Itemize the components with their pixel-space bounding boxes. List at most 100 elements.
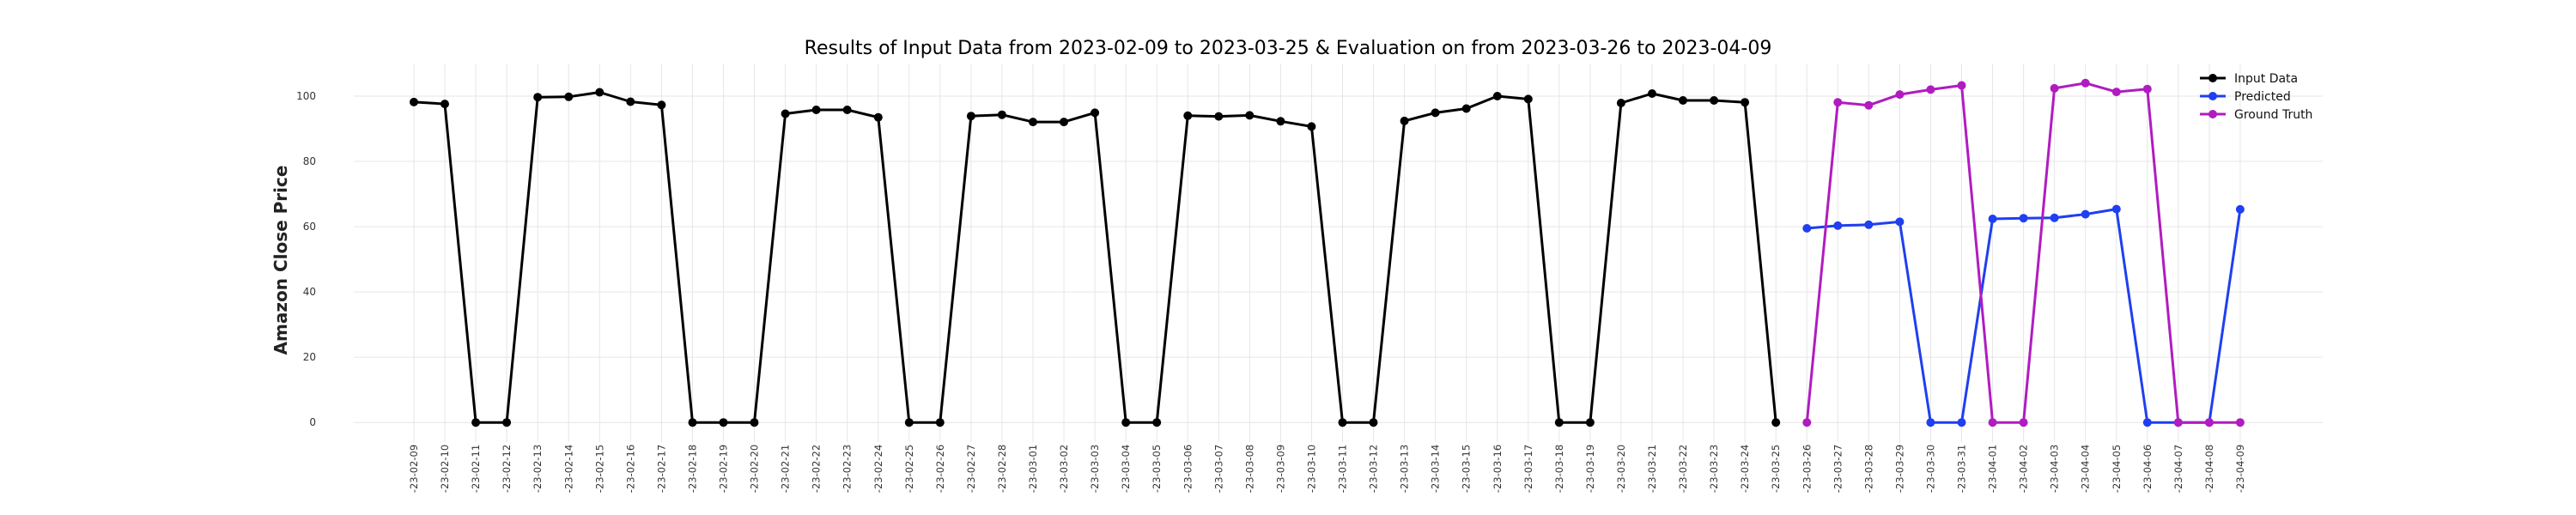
x-tick-label: -23-03-20 [1615,445,1627,493]
data-point-predicted [1895,217,1905,227]
data-point-input-data [1245,111,1255,120]
x-tick-label: -23-03-28 [1862,445,1874,493]
data-point-input-data [935,418,945,427]
data-point-input-data [1648,89,1656,98]
y-axis-label: Amazon Close Price [270,166,291,355]
x-tick-label: -23-03-15 [1461,445,1473,493]
x-tick-label: -23-04-09 [2234,445,2246,493]
x-tick-label: -23-02-09 [408,445,420,493]
y-tick-label: 40 [303,286,316,298]
x-tick-label: -23-02-26 [934,445,946,493]
data-point-input-data [688,418,697,427]
data-point-input-data [595,88,605,97]
legend-item-predicted: Predicted [2200,90,2291,104]
x-tick-label: -23-03-26 [1801,445,1813,493]
data-point-input-data [1369,418,1378,427]
data-point-input-data [502,418,512,427]
x-tick-label: -23-04-06 [2142,445,2154,493]
data-point-predicted [2142,418,2152,427]
data-point-input-data [997,110,1006,119]
data-point-input-data [1585,418,1595,427]
x-tick-label: -23-02-21 [780,445,792,493]
x-tick-label: -23-03-22 [1677,445,1689,493]
x-tick-label: -23-02-19 [718,445,730,493]
x-tick-label: -23-04-08 [2203,445,2215,493]
data-point-ground-truth [2111,88,2121,97]
x-tick-label: -23-03-23 [1708,445,1720,493]
data-point-input-data [1029,118,1037,127]
data-point-input-data [1307,122,1316,131]
legend-label: Predicted [2234,90,2291,104]
x-tick-label: -23-03-10 [1305,445,1317,493]
x-tick-label: -23-02-23 [841,445,854,493]
data-point-predicted [2111,204,2121,214]
data-point-input-data [750,418,759,427]
x-tick-label: -23-03-17 [1522,445,1534,493]
x-tick-label: -23-02-13 [532,445,544,493]
series-layer [410,78,2245,427]
data-point-input-data [1616,99,1625,107]
x-tick-label: -23-02-27 [965,445,977,493]
data-point-predicted [1833,221,1843,230]
data-point-input-data [1338,418,1347,427]
data-point-input-data [564,92,574,101]
x-tick-label: -23-03-18 [1553,445,1565,493]
x-tick-label: -23-03-03 [1089,445,1101,493]
series-input-data [410,88,1781,427]
legend-item-input-data: Input Data [2200,72,2298,86]
x-tick-label: -23-03-30 [1924,445,1936,493]
data-point-predicted [1864,220,1874,229]
data-point-ground-truth [1864,100,1874,110]
x-tick-label: -23-02-28 [996,445,1008,493]
y-tick-label: 80 [303,155,316,167]
data-point-input-data [1554,418,1564,427]
data-point-predicted [2235,204,2245,214]
x-tick-label: -23-03-29 [1893,445,1905,493]
x-tick-label: -23-03-05 [1151,445,1163,493]
data-point-input-data [1400,116,1409,125]
x-tick-label: -23-03-24 [1739,445,1751,493]
x-tick-label: -23-04-04 [2080,445,2092,493]
x-tick-label: -23-04-07 [2172,445,2184,493]
x-tick-label: -23-02-18 [686,445,698,493]
data-point-ground-truth [2173,418,2183,427]
x-tick-label: -23-02-15 [593,445,605,493]
data-point-input-data [1710,96,1719,105]
data-point-ground-truth [2142,84,2152,94]
x-tick-label: -23-02-10 [439,445,451,493]
y-tick-label: 60 [303,221,316,233]
data-point-ground-truth [1957,81,1966,90]
legend: Input Data Predicted Ground Truth [2200,72,2312,122]
data-point-ground-truth [1895,90,1905,100]
data-point-input-data [1183,111,1193,120]
data-point-ground-truth [1926,85,1935,94]
y-axis-ticks: 0 20 40 60 80 100 [296,90,316,428]
x-tick-label: -23-04-03 [2049,445,2061,493]
x-tick-label: -23-02-20 [749,445,761,493]
data-point-input-data [533,93,543,102]
data-point-ground-truth [2019,418,2028,427]
data-point-ground-truth [2204,418,2214,427]
x-axis-ticks: -23-02-09 -23-02-10 -23-02-11 -23-02-12 -23-… [408,445,2246,493]
x-tick-label: -23-03-02 [1058,445,1070,493]
x-tick-label: -23-04-02 [2018,445,2030,493]
y-tick-label: 100 [296,90,316,102]
data-point-input-data [1771,418,1781,427]
x-tick-label: -23-03-31 [1956,445,1968,493]
x-tick-label: -23-02-12 [501,445,513,493]
data-point-input-data [1214,112,1224,121]
data-point-input-data [1461,104,1471,113]
data-point-input-data [410,97,418,106]
data-point-ground-truth [2081,78,2090,88]
y-tick-label: 20 [303,351,316,363]
data-point-input-data [1121,418,1131,427]
x-tick-label: -23-03-21 [1646,445,1658,493]
data-point-input-data [440,100,449,109]
x-tick-label: -23-03-13 [1399,445,1411,493]
data-point-input-data [471,418,481,427]
data-point-ground-truth [2235,418,2245,427]
legend-item-ground-truth: Ground Truth [2200,108,2312,122]
data-point-input-data [873,112,883,122]
x-tick-label: -23-03-12 [1368,445,1380,493]
